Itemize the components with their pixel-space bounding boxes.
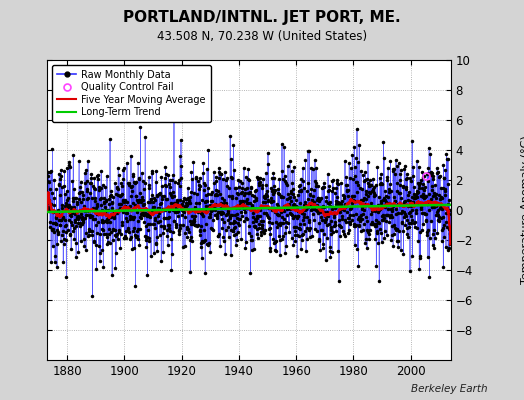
Text: 43.508 N, 70.238 W (United States): 43.508 N, 70.238 W (United States) <box>157 30 367 43</box>
Y-axis label: Temperature Anomaly (°C): Temperature Anomaly (°C) <box>521 136 524 284</box>
Text: Berkeley Earth: Berkeley Earth <box>411 384 487 394</box>
Legend: Raw Monthly Data, Quality Control Fail, Five Year Moving Average, Long-Term Tren: Raw Monthly Data, Quality Control Fail, … <box>52 65 211 122</box>
Text: PORTLAND/INTNL. JET PORT, ME.: PORTLAND/INTNL. JET PORT, ME. <box>123 10 401 25</box>
